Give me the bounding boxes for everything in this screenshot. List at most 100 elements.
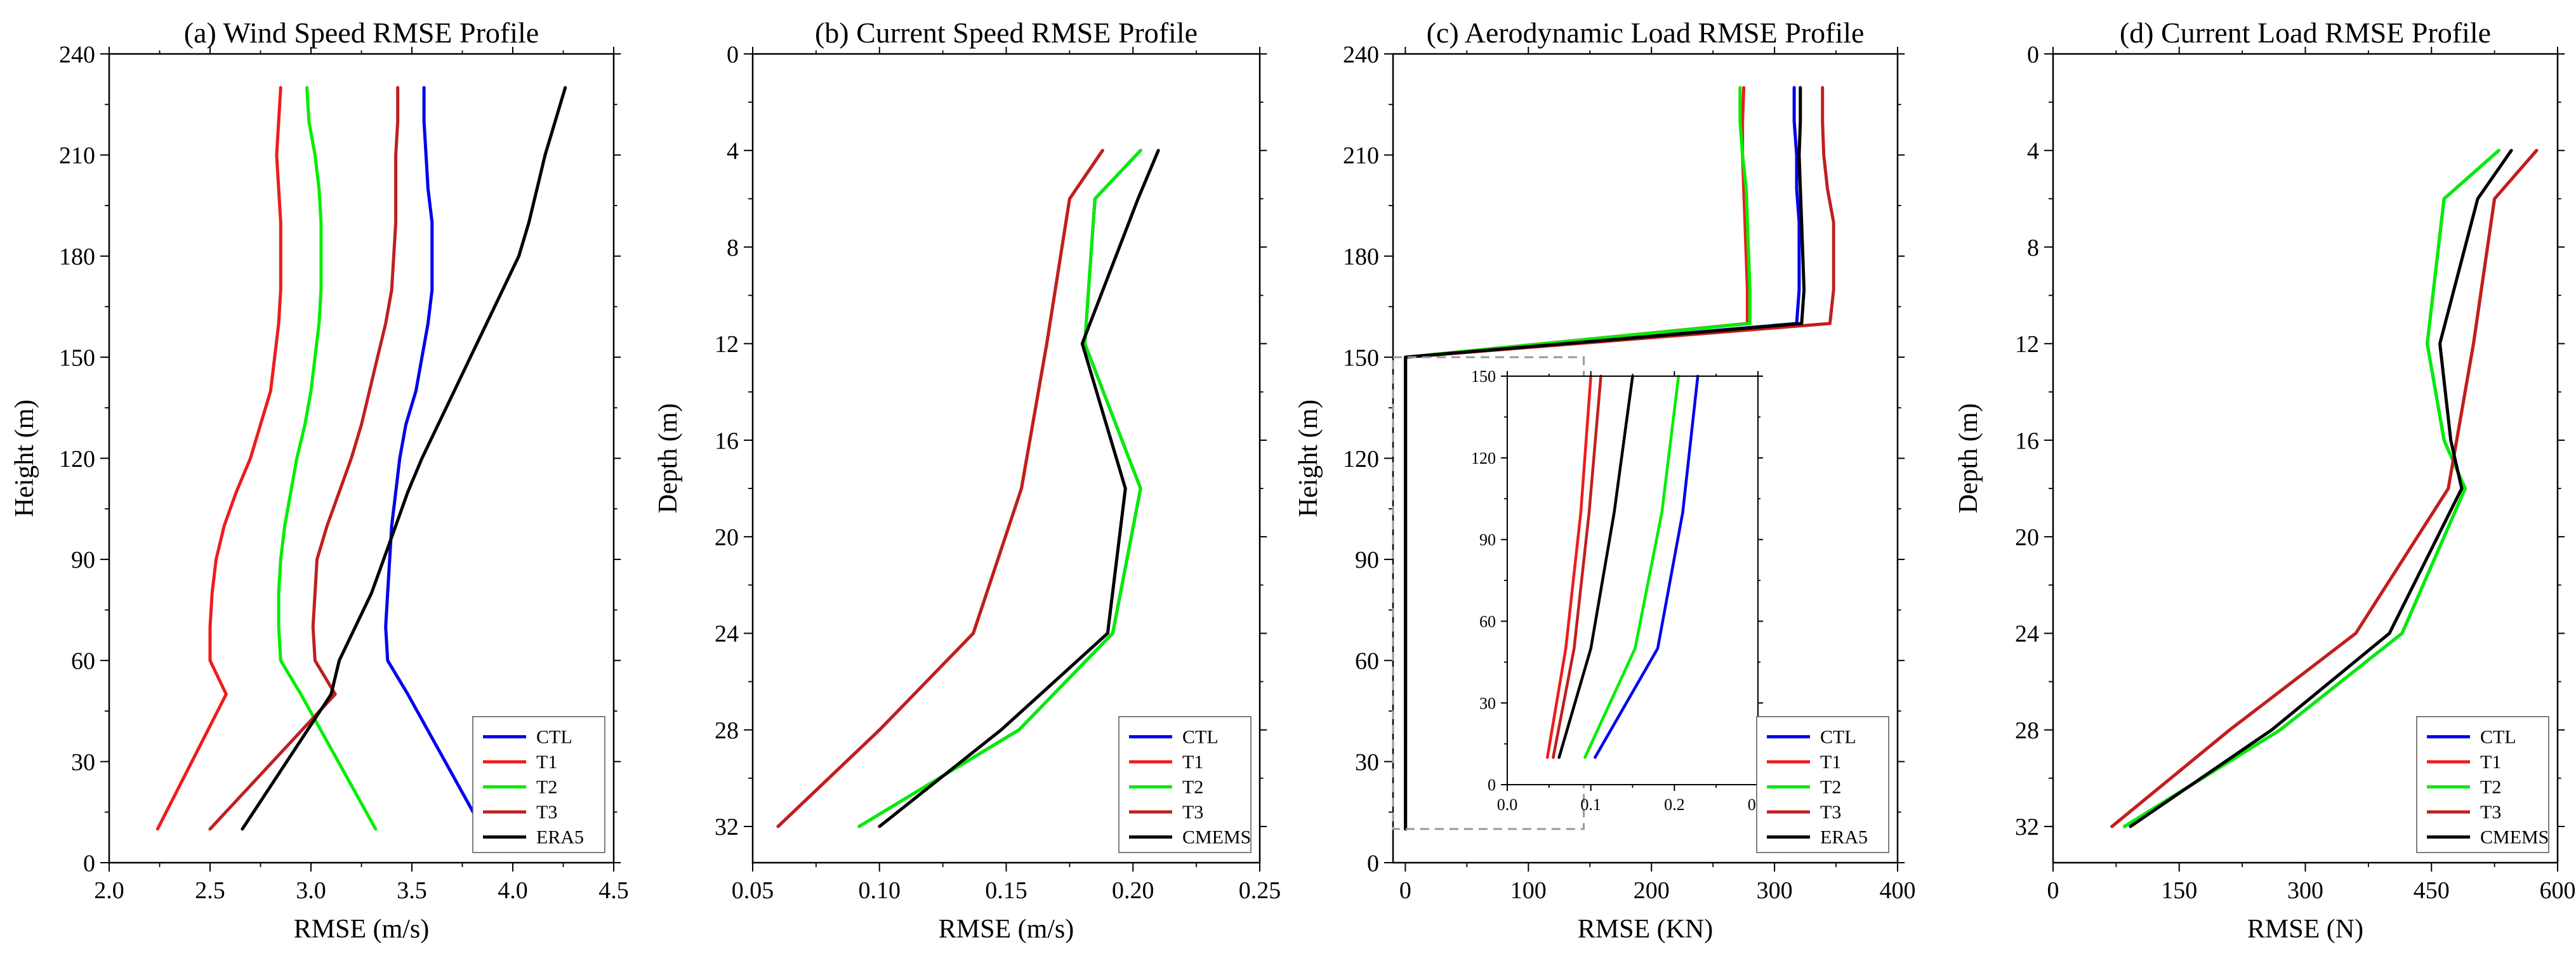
y-tick-label: 240 (1343, 41, 1379, 68)
x-tick-label: 0.10 (859, 877, 901, 904)
legend-label-t2: T2 (1182, 776, 1203, 797)
series-line-t1 (776, 148, 1104, 828)
x-tick-label: 0.20 (1112, 877, 1154, 904)
x-tick-label: 4.5 (598, 877, 629, 904)
y-tick-label: 24 (715, 621, 739, 648)
x-tick-label: 150 (2161, 877, 2197, 904)
x-tick-label: 2.0 (94, 877, 124, 904)
series-group (1404, 86, 1835, 831)
inset-axes: 0.00.10.20.30306090120150 (1471, 367, 1768, 814)
y-axis-label: Depth (m) (654, 403, 683, 514)
y-axis-label: Depth (m) (1954, 403, 1983, 514)
panel-c: (c) Aerodynamic Load RMSE Profile RMSE (K… (1294, 16, 1916, 944)
legend-label-t3: T3 (1820, 802, 1841, 823)
series-group (155, 86, 567, 831)
legend: CTL T1 T2 T3 ERA5 (472, 716, 605, 853)
x-tick-label: 300 (2287, 877, 2323, 904)
series-line-cmems (878, 148, 1160, 828)
x-tick-label: 0 (2047, 877, 2059, 904)
y-tick-label: 0 (2027, 41, 2039, 68)
series-line-t3 (776, 148, 1104, 828)
x-tick-label: 400 (1880, 877, 1916, 904)
y-tick-label: 60 (71, 648, 95, 675)
y-tick-label: 8 (727, 235, 739, 261)
inset-y-tick-label: 60 (1479, 613, 1496, 631)
panel-b: (b) Current Speed RMSE Profile RMSE (m/s)… (654, 16, 1281, 944)
series-group (776, 148, 1160, 828)
y-tick-label: 20 (715, 524, 739, 551)
x-tick-label: 0.25 (1239, 877, 1281, 904)
x-axis-label: RMSE (KN) (1578, 915, 1714, 944)
inset-x-tick-label: 0.2 (1664, 795, 1685, 814)
y-tick-label: 28 (2015, 717, 2039, 744)
y-tick-label: 90 (71, 547, 95, 573)
legend-label-t1: T1 (2480, 752, 2501, 773)
y-tick-label: 180 (59, 244, 95, 270)
x-tick-label: 4.0 (498, 877, 528, 904)
y-tick-label: 150 (1343, 344, 1379, 371)
legend: CTL T1 T2 T3 CMEMS (2416, 716, 2549, 853)
series-line-t1 (155, 86, 282, 831)
x-tick-label: 3.0 (296, 877, 326, 904)
y-tick-label: 0 (1367, 850, 1379, 877)
legend-label-t3: T3 (1182, 802, 1203, 823)
y-tick-label: 120 (1343, 446, 1379, 473)
series-line-t3 (208, 86, 400, 831)
x-tick-label: 600 (2540, 877, 2576, 904)
series-line-era5 (1404, 86, 1806, 831)
legend-label-t3: T3 (536, 802, 557, 823)
x-axis-label: RMSE (m/s) (939, 915, 1074, 944)
y-tick-label: 180 (1343, 244, 1379, 270)
x-tick-label: 2.5 (195, 877, 225, 904)
legend-label-ctl: CTL (536, 726, 572, 747)
x-axis-label: RMSE (N) (2247, 915, 2363, 944)
inset-y-tick-label: 150 (1471, 367, 1496, 386)
legend-label-t2: T2 (536, 776, 557, 797)
y-tick-label: 240 (59, 41, 95, 68)
legend-box (2416, 716, 2549, 853)
y-tick-label: 32 (715, 814, 739, 840)
y-tick-label: 4 (727, 138, 739, 165)
legend-label-ctl: CTL (2480, 726, 2516, 747)
legend-label-era5: ERA5 (1820, 827, 1868, 847)
series-line-t2 (2123, 148, 2500, 828)
legend-label-t3: T3 (2480, 802, 2501, 823)
legend-label-era5: ERA5 (536, 827, 584, 847)
inset-y-tick-label: 0 (1488, 776, 1496, 794)
series-line-t2 (857, 148, 1142, 828)
inset-x-tick-label: 0.0 (1497, 795, 1518, 814)
y-tick-label: 30 (1355, 749, 1379, 776)
x-tick-label: 300 (1757, 877, 1793, 904)
panel-title: (a) Wind Speed RMSE Profile (184, 16, 539, 49)
y-tick-label: 12 (715, 331, 739, 358)
legend-box (1756, 716, 1889, 853)
series-line-cmems (2129, 148, 2513, 828)
inset-series-line-t3 (1552, 374, 1602, 759)
y-tick-label: 24 (2015, 621, 2039, 648)
y-tick-label: 210 (1343, 143, 1379, 169)
legend-box (1118, 716, 1252, 853)
inset-background (1507, 376, 1758, 785)
x-tick-label: 200 (1634, 877, 1670, 904)
legend-label-t2: T2 (2480, 776, 2501, 797)
y-tick-label: 30 (71, 749, 95, 776)
legend-label-t2: T2 (1820, 776, 1841, 797)
panel-title: (c) Aerodynamic Load RMSE Profile (1427, 16, 1865, 49)
x-axis-label: RMSE (m/s) (294, 915, 430, 944)
inset-y-tick-label: 120 (1471, 449, 1496, 467)
series-group (2110, 148, 2539, 828)
legend-box (472, 716, 605, 853)
panel-title: (d) Current Load RMSE Profile (2120, 16, 2491, 49)
y-tick-label: 0 (83, 850, 95, 877)
inset-series-line-t2 (1583, 374, 1681, 759)
legend-label-t1: T1 (1182, 752, 1203, 773)
y-tick-label: 20 (2015, 524, 2039, 551)
inset-x-tick-label: 0.1 (1580, 795, 1601, 814)
panel-d: (d) Current Load RMSE Profile RMSE (N) Dep… (1954, 16, 2576, 944)
legend-label-t1: T1 (1820, 752, 1841, 773)
x-tick-label: 3.5 (397, 877, 427, 904)
inset-series-line-t1 (1545, 374, 1592, 759)
y-axis-label: Height (m) (1294, 400, 1323, 517)
